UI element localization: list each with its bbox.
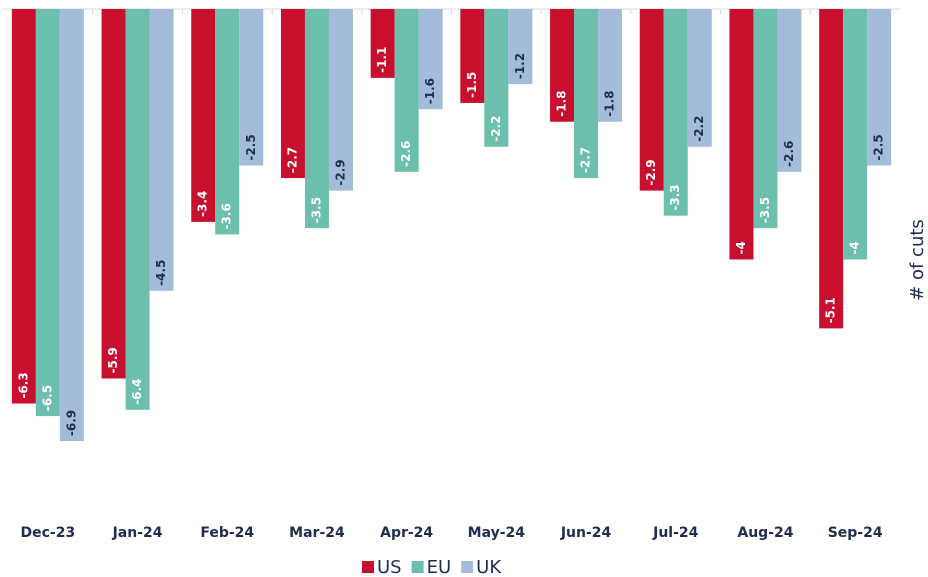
data-label: -2.9 — [333, 159, 347, 185]
bar — [11, 9, 36, 404]
bar — [867, 9, 892, 166]
bar — [418, 9, 443, 110]
bar — [35, 9, 60, 417]
data-label: -1.1 — [375, 47, 389, 73]
bar — [460, 9, 485, 103]
data-label: -2.7 — [285, 147, 299, 173]
data-label: -2.6 — [399, 141, 413, 167]
legend-swatch — [411, 561, 424, 573]
data-label: -4.5 — [154, 260, 168, 286]
bar — [574, 9, 599, 179]
data-label: -3.5 — [758, 197, 772, 223]
legend-label: EU — [427, 557, 452, 577]
bar — [729, 9, 754, 260]
data-label: -2.2 — [692, 116, 706, 142]
data-label: -6.5 — [40, 385, 54, 411]
bar — [508, 9, 533, 85]
data-label: -4 — [848, 241, 862, 254]
bar — [239, 9, 264, 166]
bar — [304, 9, 329, 229]
data-label: -1.8 — [555, 90, 569, 116]
data-label: -2.5 — [244, 134, 258, 160]
data-label: -2.5 — [872, 134, 886, 160]
bar — [663, 9, 688, 216]
data-label: -1.2 — [513, 53, 527, 79]
data-label: -2.2 — [489, 116, 503, 142]
bar — [598, 9, 623, 122]
bar — [639, 9, 664, 191]
x-tick-label: May-24 — [468, 525, 526, 541]
bar — [328, 9, 353, 191]
data-label: -5.9 — [106, 347, 120, 373]
bar — [191, 9, 216, 222]
x-tick-label: Dec-23 — [20, 525, 75, 541]
data-label: -6.3 — [16, 372, 30, 398]
bar — [101, 9, 126, 379]
data-label: -2.7 — [579, 147, 593, 173]
bar — [687, 9, 712, 147]
bar — [484, 9, 509, 147]
legend-swatch — [362, 561, 374, 573]
data-label: -3.5 — [309, 197, 323, 223]
bar — [819, 9, 844, 329]
x-tick-label: Jun-24 — [560, 525, 612, 541]
x-tick-label: Jul-24 — [652, 525, 699, 541]
data-label: -6.9 — [64, 410, 78, 436]
data-label: -5.1 — [824, 297, 838, 323]
data-label: -3.6 — [220, 203, 234, 229]
data-label: -1.5 — [465, 72, 479, 98]
legend-label: UK — [476, 557, 502, 577]
data-label: -3.4 — [196, 191, 210, 217]
data-label: -6.4 — [130, 379, 144, 405]
data-label: -4 — [734, 241, 748, 254]
legend-label: US — [377, 557, 402, 577]
bar — [370, 9, 395, 78]
bar — [753, 9, 778, 229]
x-tick-label: Jan-24 — [112, 525, 163, 541]
data-label: -3.3 — [668, 184, 682, 210]
data-label: -1.6 — [423, 78, 437, 104]
bar — [777, 9, 802, 172]
x-tick-label: Apr-24 — [380, 525, 433, 541]
data-label: -1.8 — [603, 90, 617, 116]
legend-swatch — [461, 561, 474, 573]
bar — [149, 9, 174, 291]
bar — [125, 9, 150, 410]
y-axis-label: # of cuts — [907, 219, 928, 301]
bar — [394, 9, 419, 172]
data-label: -2.6 — [782, 141, 796, 167]
data-label: -2.9 — [644, 159, 658, 185]
x-tick-label: Aug-24 — [737, 525, 793, 541]
x-tick-label: Feb-24 — [200, 525, 254, 541]
bar — [280, 9, 305, 179]
x-tick-label: Sep-24 — [828, 525, 883, 541]
bar — [215, 9, 240, 235]
bar — [59, 9, 84, 442]
bar — [843, 9, 868, 260]
x-tick-label: Mar-24 — [289, 525, 345, 541]
bar — [550, 9, 575, 122]
